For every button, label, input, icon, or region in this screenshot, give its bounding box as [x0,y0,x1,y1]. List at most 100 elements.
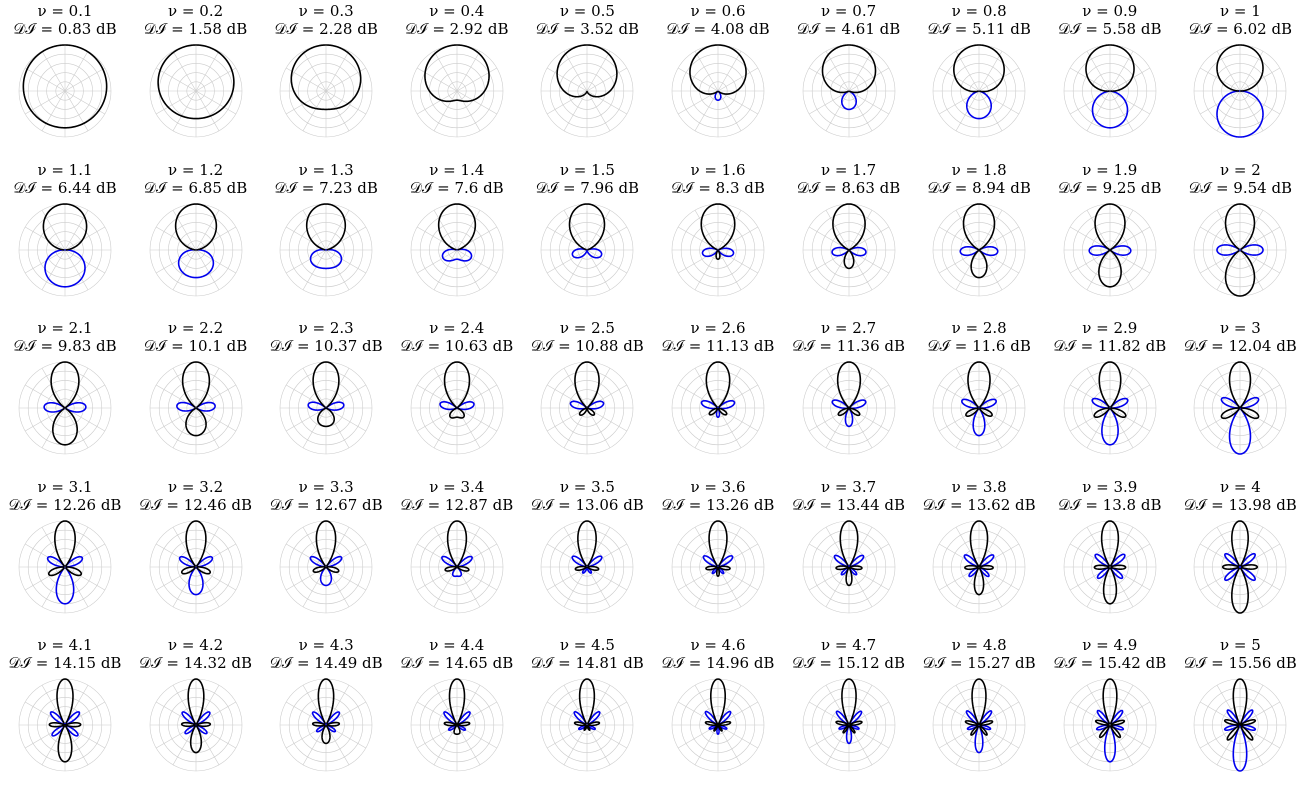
panel-di-label: 𝒟ℐ = 7.96 dB [535,178,640,197]
grid-spoke [587,543,628,568]
grid-spoke [939,543,980,568]
polar-panel: ν = 4.2 𝒟ℐ = 14.32 dB [131,634,261,792]
grid-spoke [172,408,196,449]
rear-lobe-curve [571,555,603,574]
polar-plot [18,519,112,614]
panel-di-label: 𝒟ℐ = 12.87 dB [400,495,514,514]
front-lobe-curve [834,678,863,734]
panel-di-label: 𝒟ℐ = 12.67 dB [269,495,383,514]
panel-di-label: 𝒟ℐ = 9.25 dB [1058,178,1162,197]
grid-spoke [433,209,458,250]
front-lobe-curve [437,202,476,251]
rear-lobe-curve [573,711,601,731]
grid-spoke [939,226,980,250]
front-lobe-curve [821,44,876,94]
grid-spoke [717,209,742,250]
grid-spoke [939,67,980,92]
panel-nu-label: ν = 1.3 [298,160,354,179]
polar-plot [149,44,242,138]
polar-plot [410,44,504,138]
grid-spoke [848,249,889,273]
polar-panel: ν = 3.5 𝒟ℐ = 13.06 dB [522,476,652,634]
panel-di-label: 𝒟ℐ = 0.83 dB [13,20,117,38]
grid-spoke [717,407,758,432]
panel-nu-label: ν = 1 [1220,2,1261,20]
polar-panel: ν = 3.7 𝒟ℐ = 13.44 dB [784,476,914,634]
panel-nu-label: ν = 2.7 [821,319,877,338]
grid-spoke [978,368,1003,409]
grid-spoke [587,725,611,766]
front-lobe-curve [1084,44,1135,92]
grid-spoke [172,51,196,92]
front-lobe-curve [836,361,861,417]
panel-nu-label: ν = 1.2 [168,160,224,179]
panel-nu-label: ν = 1.4 [429,160,485,179]
panel-nu-label: ν = 0.3 [298,2,354,20]
grid-spoke [547,384,588,409]
polar-panel: ν = 2.9 𝒟ℐ = 11.82 dB [1045,317,1175,475]
rear-lobe-curve [311,711,341,733]
front-lobe-curve [1222,520,1259,614]
grid-spoke [195,51,219,92]
polar-panel: ν = 4.4 𝒟ℐ = 14.65 dB [392,634,522,792]
panel-nu-label: ν = 3.3 [298,477,354,496]
grid-spoke [326,226,367,250]
grid-spoke [25,67,66,92]
polar-panel: ν = 0.3 𝒟ℐ = 2.28 dB [261,0,391,158]
panel-di-label: 𝒟ℐ = 7.23 dB [274,178,378,197]
grid-spoke [302,209,327,250]
polar-panel: ν = 4.7 𝒟ℐ = 15.12 dB [784,634,914,792]
rear-lobe-curve [701,247,735,257]
front-lobe-curve [574,519,600,571]
grid-spoke [302,249,327,290]
grid-spoke [825,209,849,250]
rear-lobe-curve [571,247,603,259]
grid-spoke [286,249,327,273]
polar-panel: ν = 3.4 𝒟ℐ = 12.87 dB [392,476,522,634]
polar-panel: ν = 1.9 𝒟ℐ = 9.25 dB [1045,159,1175,317]
front-lobe-curve [48,678,82,763]
grid-spoke [1086,90,1111,131]
polar-plot [18,361,112,455]
grid-spoke [848,67,889,92]
grid-spoke [416,725,457,749]
grid-spoke [433,725,458,766]
polar-panel: ν = 0.6 𝒟ℐ = 4.08 dB [653,0,783,158]
panel-di-label: 𝒟ℐ = 11.36 dB [792,337,906,356]
polar-plot [1063,678,1157,772]
grid-spoke [64,226,105,250]
grid-spoke [808,67,849,92]
rear-lobe-curve [961,398,998,437]
rear-lobe-curve [307,401,345,412]
grid-spoke [587,384,628,409]
grid-spoke [433,51,458,92]
polar-plot [541,519,634,614]
front-lobe-curve [574,361,601,417]
front-lobe-curve [1221,361,1260,420]
grid-spoke [694,408,719,449]
grid-spoke [1240,51,1264,92]
polar-panel: ν = 0.8 𝒟ℐ = 5.11 dB [914,0,1044,158]
grid-spoke [848,407,889,432]
panel-nu-label: ν = 3.6 [690,477,746,496]
front-lobe-curve [423,44,490,103]
polar-plot [279,361,373,455]
panel-di-label: 𝒟ℐ = 9.54 dB [1188,178,1293,197]
rear-lobe-curve [441,248,473,262]
panel-di-label: 𝒟ℐ = 2.28 dB [274,20,378,38]
front-lobe-curve [964,519,995,596]
panel-nu-label: ν = 2.9 [1082,319,1138,338]
grid-spoke [64,368,89,409]
polar-panel: ν = 3.9 𝒟ℐ = 13.8 dB [1045,476,1175,634]
grid-spoke [547,90,588,115]
grid-spoke [717,384,758,409]
grid-spoke [848,543,889,568]
polar-plot [279,519,373,614]
panel-nu-label: ν = 2.3 [298,319,354,338]
panel-di-label: 𝒟ℐ = 4.61 dB [796,20,901,38]
grid-spoke [195,90,219,131]
panel-di-label: 𝒟ℐ = 13.62 dB [922,495,1036,514]
grid-spoke [325,209,350,250]
polar-plot [671,361,765,455]
front-lobe-curve [1093,519,1127,605]
